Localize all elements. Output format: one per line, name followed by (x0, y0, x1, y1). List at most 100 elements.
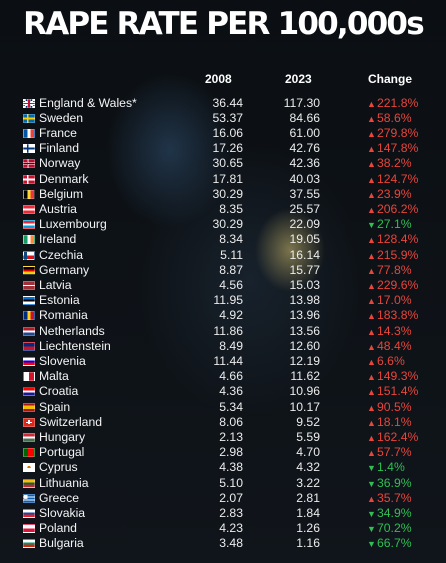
germany-flag-icon (23, 265, 35, 275)
table-row: Hungary 2.13 5.59 ▲162.4% (0, 430, 446, 445)
poland-flag-icon (23, 524, 35, 534)
change-percent: 14.3% (377, 323, 412, 338)
value-2023: 42.36 (289, 156, 321, 171)
country-name: Luxembourg (39, 217, 107, 232)
value-2023: 40.03 (289, 171, 321, 186)
table-row: Portugal 2.98 4.70 ▲57.7% (0, 445, 446, 460)
country-name: Ireland (39, 232, 77, 247)
luxembourg-flag-icon (23, 220, 35, 230)
netherlands-flag-icon (23, 326, 35, 336)
value-2008: 5.10 (219, 475, 243, 490)
croatia-flag-icon (23, 387, 35, 397)
change-percent: 35.7% (377, 490, 412, 505)
value-2008: 17.81 (212, 171, 244, 186)
change-cell: ▲124.7% (367, 172, 418, 188)
ireland-flag-icon (23, 235, 35, 245)
value-2023: 5.59 (296, 429, 320, 444)
value-2008: 8.35 (219, 201, 243, 216)
up-arrow-icon: ▲ (367, 250, 376, 261)
change-cell: ▲128.4% (367, 232, 418, 248)
switzerland-flag-icon (23, 417, 35, 427)
country-name: Spain (39, 399, 71, 414)
table-row: Netherlands 11.86 13.56 ▲14.3% (0, 324, 446, 339)
change-cell: ▲206.2% (367, 202, 418, 218)
change-percent: 151.4% (377, 384, 419, 399)
value-2023: 13.98 (289, 293, 321, 308)
value-2023: 2.81 (296, 490, 320, 505)
change-percent: 162.4% (377, 429, 419, 444)
value-2023: 22.09 (289, 217, 321, 232)
value-2008: 4.66 (219, 369, 243, 384)
change-percent: 77.8% (377, 262, 412, 277)
change-cell: ▲229.6% (367, 278, 418, 294)
table-row: Estonia 11.95 13.98 ▲17.0% (0, 293, 446, 308)
value-2008: 11.86 (213, 323, 243, 338)
table-row: Sweden 53.37 84.66 ▲58.6% (0, 111, 446, 126)
down-arrow-icon: ▼ (367, 508, 376, 519)
country-name: Greece (39, 490, 79, 505)
up-arrow-icon: ▲ (367, 296, 376, 307)
up-arrow-icon: ▲ (367, 235, 376, 246)
country-name: Sweden (39, 110, 84, 125)
change-percent: 18.1% (377, 414, 412, 429)
change-percent: 36.9% (377, 475, 412, 490)
country-name: Denmark (39, 171, 89, 186)
value-2008: 2.83 (219, 505, 243, 520)
value-2023: 16.14 (289, 247, 321, 262)
change-cell: ▲35.7% (367, 491, 412, 507)
table-row: Bulgaria 3.48 1.16 ▼66.7% (0, 536, 446, 551)
value-2008: 2.13 (219, 429, 243, 444)
value-2008: 11.44 (213, 353, 243, 368)
up-arrow-icon: ▲ (367, 448, 376, 459)
table-row: Greece 2.07 2.81 ▲35.7% (0, 491, 446, 506)
up-arrow-icon: ▲ (367, 417, 376, 428)
up-arrow-icon: ▲ (367, 189, 376, 200)
up-arrow-icon: ▲ (367, 128, 376, 139)
value-2023: 12.19 (289, 353, 321, 368)
country-name: Bulgaria (39, 536, 84, 551)
country-name: Hungary (39, 429, 86, 444)
country-name: Belgium (39, 186, 84, 201)
up-arrow-icon: ▲ (367, 113, 376, 124)
change-cell: ▲221.8% (367, 96, 418, 112)
country-name: Croatia (39, 384, 79, 399)
latvia-flag-icon (23, 280, 35, 290)
country-name: Malta (39, 369, 69, 384)
value-2023: 117.30 (283, 95, 320, 110)
greece-flag-icon (23, 493, 35, 503)
up-arrow-icon: ▲ (367, 144, 376, 155)
up-arrow-icon: ▲ (367, 98, 376, 109)
change-cell: ▼34.9% (367, 506, 412, 522)
table-row: Spain 5.34 10.17 ▲90.5% (0, 400, 446, 415)
value-2023: 13.56 (289, 323, 321, 338)
value-2008: 4.36 (219, 384, 243, 399)
change-cell: ▼70.2% (367, 521, 412, 537)
change-cell: ▲90.5% (367, 400, 412, 416)
czechia-flag-icon (23, 250, 35, 260)
up-arrow-icon: ▲ (367, 311, 376, 322)
down-arrow-icon: ▼ (367, 220, 376, 231)
column-header-2008: 2008 (205, 72, 232, 86)
country-name: Netherlands (39, 323, 105, 338)
up-arrow-icon: ▲ (367, 265, 376, 276)
table-row: Ireland 8.34 19.05 ▲128.4% (0, 232, 446, 247)
value-2023: 15.77 (289, 262, 321, 277)
table-row: France 16.06 61.00 ▲279.8% (0, 126, 446, 141)
change-percent: 183.8% (377, 308, 419, 323)
table-row: Croatia 4.36 10.96 ▲151.4% (0, 384, 446, 399)
table-row: Germany 8.87 15.77 ▲77.8% (0, 263, 446, 278)
change-cell: ▼27.1% (367, 217, 412, 233)
table-row: Malta 4.66 11.62 ▲149.3% (0, 369, 446, 384)
value-2023: 37.55 (289, 186, 321, 201)
change-percent: 23.9% (377, 186, 412, 201)
value-2008: 8.34 (219, 232, 243, 247)
country-name: Liechtenstein (39, 338, 111, 353)
value-2008: 5.11 (220, 247, 243, 262)
table-row: Lithuania 5.10 3.22 ▼36.9% (0, 476, 446, 491)
value-2008: 30.29 (212, 217, 244, 232)
portugal-flag-icon (23, 448, 35, 458)
value-2008: 53.37 (212, 110, 244, 125)
value-2023: 4.32 (296, 460, 320, 475)
change-percent: 149.3% (377, 369, 419, 384)
